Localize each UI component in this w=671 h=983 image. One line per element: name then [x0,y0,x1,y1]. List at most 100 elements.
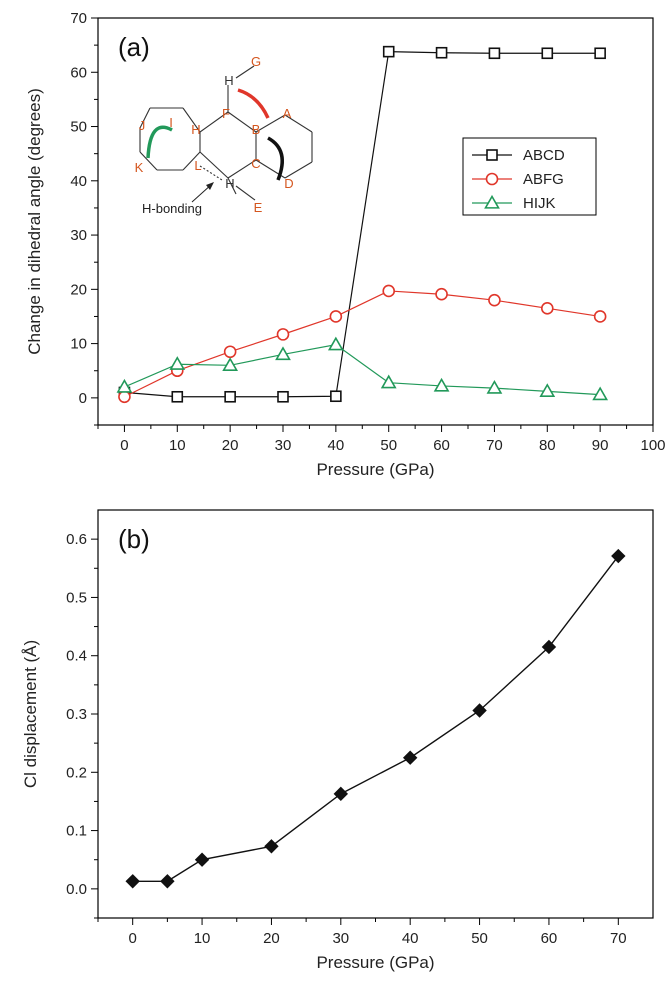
molecule-atom-label: I [169,115,173,130]
data-point [611,548,626,564]
data-point [435,287,448,301]
data-point [171,390,184,403]
y-tick-label: 40 [70,173,87,190]
molecule-bond [199,111,229,133]
data-point [222,357,239,371]
data-point [488,293,501,307]
data-point [541,639,557,655]
y-tick-label: 0.0 [66,881,87,898]
plot-frame [97,509,654,919]
x-tick-label: 10 [194,930,211,947]
series-line [124,51,601,398]
data-point [435,46,448,59]
h-bond-dash [199,165,223,181]
x-tick-label: 20 [222,437,239,454]
h-bonding-arrowhead [206,182,214,190]
x-tick-label: 60 [541,930,558,947]
arc-hijk [146,125,173,159]
molecule-bond [227,177,237,195]
data-point [433,377,450,392]
data-point [486,379,503,394]
data-point [330,390,342,403]
series-line [124,344,601,396]
data-point [223,345,237,359]
arc-abfg [237,88,270,119]
x-tick-label: 30 [275,437,292,454]
legend-label: HIJK [523,195,556,212]
x-tick-label: 70 [610,930,627,947]
x-tick-label: 0 [129,930,137,947]
x-tick-label: 60 [433,437,450,454]
data-point [224,390,236,403]
data-point [594,47,606,60]
molecule-bond [182,151,201,171]
x-tick-label: 0 [120,437,128,454]
y-axis-title: Cl displacement (Å) [21,640,40,788]
data-point [382,45,395,58]
x-tick-label: 100 [640,437,665,454]
series-line [124,290,601,398]
legend-marker [486,149,498,161]
plot-frame [97,17,654,426]
molecule-atom-label: L [194,158,201,173]
data-point [277,390,289,403]
series-line [132,555,619,882]
series-abfg [118,284,607,404]
molecule-atom-label: E [254,200,263,215]
molecule-bond [235,185,256,201]
data-point [118,390,131,404]
panel-label: (a) [118,32,150,62]
x-tick-label: 40 [402,930,419,947]
data-point [488,47,501,60]
molecule-atom-label: A [283,106,292,121]
y-tick-label: 70 [70,10,87,27]
series-abcd [118,45,606,403]
data-point [329,310,343,323]
panel-b-displacement-chart: 0 10 20 30 40 50 60 70 0.0 0.1 0.2 0.3 0.4 0.5 0.6 Pres… [21,509,654,972]
y-tick-label: 0.3 [66,706,87,723]
molecule-bond [182,107,201,133]
molecule-bond [227,111,257,133]
data-point [194,852,210,867]
data-point [592,386,609,401]
x-tick-label: 30 [332,930,349,947]
data-point [275,346,291,361]
molecule-atom-label: H [224,73,233,88]
data-point [540,302,554,315]
x-tick-label: 50 [471,930,488,947]
series-hijk [116,336,609,401]
data-point [264,839,279,854]
molecule-bond [227,159,257,179]
x-tick-label: 10 [169,437,186,454]
y-tick-label: 10 [70,336,87,353]
y-tick-label: 0 [79,390,87,407]
molecule-atom-label: C [251,156,260,171]
molecule-atom-label: J [139,118,146,133]
y-axis-title: Change in dihedral angle (degrees) [25,88,44,355]
molecule-inset: G H F A B I J H K L C D H E H-bonding [135,54,313,216]
panel-label: (b) [118,524,150,554]
data-point [169,356,186,370]
legend-marker [484,194,500,209]
molecule-atom-label: K [135,160,144,175]
data-point [472,703,487,718]
data-point [276,328,290,341]
data-point [333,786,349,802]
x-tick-label: 50 [380,437,397,454]
legend-label: ABFG [523,171,564,188]
x-tick-label: 80 [539,437,556,454]
y-tick-label: 30 [70,227,87,244]
molecule-atom-label: D [284,176,293,191]
x-axis-title: Pressure (GPa) [316,460,434,479]
legend-label: ABCD [523,147,565,164]
molecule-bond [199,151,229,179]
data-point [382,284,396,298]
data-point [125,874,140,889]
molecule-atom-label: H [191,122,200,137]
molecule-bond [284,161,313,179]
molecule-bond [139,151,158,171]
y-tick-label: 0.6 [66,531,87,548]
panel-a-dihedral-chart: 0 10 20 30 40 50 60 70 80 90 100 0 10 20 30 40 50 60 70 Pre… [25,10,666,479]
molecule-bond [235,65,255,79]
